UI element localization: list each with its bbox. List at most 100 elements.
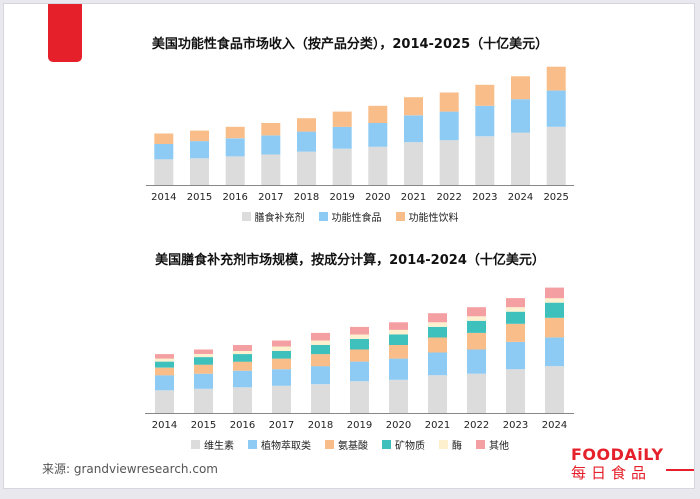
chart2-bar-2019-s4 bbox=[350, 334, 369, 339]
chart2-tick-2015: 2015 bbox=[191, 420, 216, 431]
chart2-title: 美国膳食补充剂市场规模，按成分计算，2014-2024（十亿美元） bbox=[155, 253, 545, 268]
chart1-bar-2017-s0 bbox=[261, 154, 281, 185]
chart1-bar-2024-s0 bbox=[511, 132, 530, 185]
chart1-bar-2017-s2 bbox=[261, 123, 281, 136]
chart2-bar-2021-s0 bbox=[428, 375, 447, 413]
chart1-bar-2022-s1 bbox=[439, 111, 459, 141]
legend-label: 维生素 bbox=[204, 441, 234, 452]
chart1-bar-2017-s1 bbox=[261, 135, 281, 155]
legend-label: 植物萃取类 bbox=[261, 441, 311, 452]
chart2-tick-2019: 2019 bbox=[347, 420, 372, 431]
chart2-bar-2015-s1 bbox=[194, 373, 213, 389]
chart2-bar-2017-s5 bbox=[272, 340, 291, 347]
chart1-bar-2025-s1 bbox=[546, 90, 566, 127]
chart1-bar-2022-s2 bbox=[439, 92, 459, 112]
chart2-bar-2015-s3 bbox=[194, 357, 213, 365]
legend-label: 矿物质 bbox=[395, 441, 425, 452]
chart2-legend-item-2: 氨基酸 bbox=[325, 437, 368, 452]
chart2-bar-2019-s2 bbox=[350, 349, 369, 362]
chart1-tick-2016: 2016 bbox=[222, 192, 247, 203]
chart2-bar-2020-s1 bbox=[389, 358, 408, 380]
chart1-bar-2019-s1 bbox=[332, 126, 352, 149]
chart2-bar-2016-s3 bbox=[233, 354, 252, 362]
chart1-bar-2018-s1 bbox=[297, 131, 316, 152]
chart2-bar-2019-s5 bbox=[350, 326, 369, 335]
chart2-bar-2023-s5 bbox=[506, 298, 525, 308]
chart2-bar-2016-s5 bbox=[233, 345, 252, 351]
chart1-legend-item-1: 功能性食品 bbox=[318, 209, 382, 224]
chart2-bar-2018-s4 bbox=[311, 340, 330, 345]
chart2-bar-2014-s1 bbox=[155, 375, 174, 391]
chart1-bar-2024-s2 bbox=[511, 76, 530, 100]
chart2-bar-2019-s3 bbox=[350, 338, 369, 350]
chart1-tick-2024: 2024 bbox=[508, 192, 533, 203]
chart1-tick-2025: 2025 bbox=[543, 192, 568, 203]
logo-text-en: FOODAiLY bbox=[571, 445, 664, 464]
chart2-bar-2017-s0 bbox=[272, 385, 291, 413]
chart2-bar-2022-s4 bbox=[467, 316, 486, 321]
chart2-bar-2022-s0 bbox=[467, 373, 486, 413]
chart2-bar-2014-s5 bbox=[155, 354, 174, 359]
chart2-bar-2019-s1 bbox=[350, 361, 369, 382]
chart2-bar-2016-s4 bbox=[233, 351, 252, 354]
chart1-tick-2018: 2018 bbox=[294, 192, 319, 203]
chart2-legend: 维生素 植物萃取类 氨基酸 矿物质 酶 其他 bbox=[4, 437, 694, 452]
chart2-bar-2020-s5 bbox=[389, 322, 408, 330]
chart1-bar-2016-s2 bbox=[225, 126, 245, 139]
chart2-bar-2018-s5 bbox=[311, 332, 330, 341]
foodaily-logo: FOODAiLY 每日食品 bbox=[571, 445, 694, 483]
legend-swatch bbox=[325, 440, 334, 449]
legend-swatch bbox=[191, 440, 200, 449]
chart2-legend-item-0: 维生素 bbox=[191, 437, 234, 452]
chart2-bar-2024-s5 bbox=[545, 287, 564, 299]
chart1-bar-2016-s1 bbox=[225, 138, 245, 157]
chart2-bar-2024-s4 bbox=[545, 298, 564, 303]
legend-label: 功能性食品 bbox=[331, 213, 382, 224]
chart2-bar-2022-s1 bbox=[467, 349, 486, 374]
chart2-bar-2022-s3 bbox=[467, 320, 486, 333]
chart1-tick-2023: 2023 bbox=[472, 192, 497, 203]
chart1-plot: 2014 2015 2016 2017 2018 2019 2020 2021 2022 2023… bbox=[146, 66, 574, 203]
chart2-bar-2017-s4 bbox=[272, 346, 291, 351]
chart2-bar-2022-s2 bbox=[467, 332, 486, 350]
chart1-tick-2021: 2021 bbox=[401, 192, 426, 203]
legend-swatch bbox=[395, 212, 405, 221]
chart1-bar-2025-s2 bbox=[546, 66, 566, 91]
chart2-bar-2020-s3 bbox=[389, 334, 408, 345]
infographic-page: 美国功能性食品市场收入（按产品分类），2014-2025（十亿美元） 2014 2… bbox=[3, 3, 695, 489]
chart2-bar-2015-s0 bbox=[194, 388, 213, 413]
chart1-bar-2020-s0 bbox=[368, 146, 388, 185]
chart2-bar-2014-s2 bbox=[155, 367, 174, 376]
chart2-bar-2024-s1 bbox=[545, 337, 564, 367]
chart2-bar-2020-s2 bbox=[389, 345, 408, 359]
chart2-bar-2024-s2 bbox=[545, 317, 564, 338]
logo-text-cn: 每日食品 bbox=[571, 464, 652, 482]
chart2-legend-item-3: 矿物质 bbox=[382, 437, 425, 452]
chart1-tick-2022: 2022 bbox=[436, 192, 461, 203]
chart2-bar-2015-s5 bbox=[194, 349, 213, 354]
chart2-bar-2017-s1 bbox=[272, 369, 291, 386]
chart2-bar-2016-s2 bbox=[233, 361, 252, 371]
chart1-legend-item-2: 功能性饮料 bbox=[395, 209, 459, 224]
chart2-bar-2019-s0 bbox=[350, 381, 369, 413]
chart1-title: 美国功能性食品市场收入（按产品分类），2014-2025（十亿美元） bbox=[151, 37, 549, 52]
chart2-tick-2016: 2016 bbox=[230, 420, 255, 431]
legend-swatch bbox=[476, 440, 485, 449]
chart2-bar-2021-s3 bbox=[428, 326, 447, 338]
chart2-bar-2022-s5 bbox=[467, 307, 486, 317]
chart1-bar-2021-s0 bbox=[404, 142, 423, 185]
chart2-bar-2021-s2 bbox=[428, 337, 447, 353]
chart1-bar-2023-s0 bbox=[475, 136, 495, 185]
chart1-bar-2023-s2 bbox=[475, 84, 495, 106]
legend-label: 其他 bbox=[489, 441, 509, 452]
chart1-bar-2019-s2 bbox=[332, 111, 352, 127]
chart2-bar-2024-s0 bbox=[545, 366, 564, 413]
chart2-bar-2021-s5 bbox=[428, 313, 447, 323]
chart1-bar-2025-s0 bbox=[546, 126, 566, 185]
chart1-bar-2021-s2 bbox=[404, 97, 423, 116]
chart2-bar-2015-s2 bbox=[194, 364, 213, 374]
legend-label: 氨基酸 bbox=[338, 441, 368, 452]
chart2-bar-2014-s4 bbox=[155, 358, 174, 362]
chart1-bar-2014-s1 bbox=[154, 144, 174, 160]
chart1-bar-2014-s2 bbox=[154, 133, 174, 144]
